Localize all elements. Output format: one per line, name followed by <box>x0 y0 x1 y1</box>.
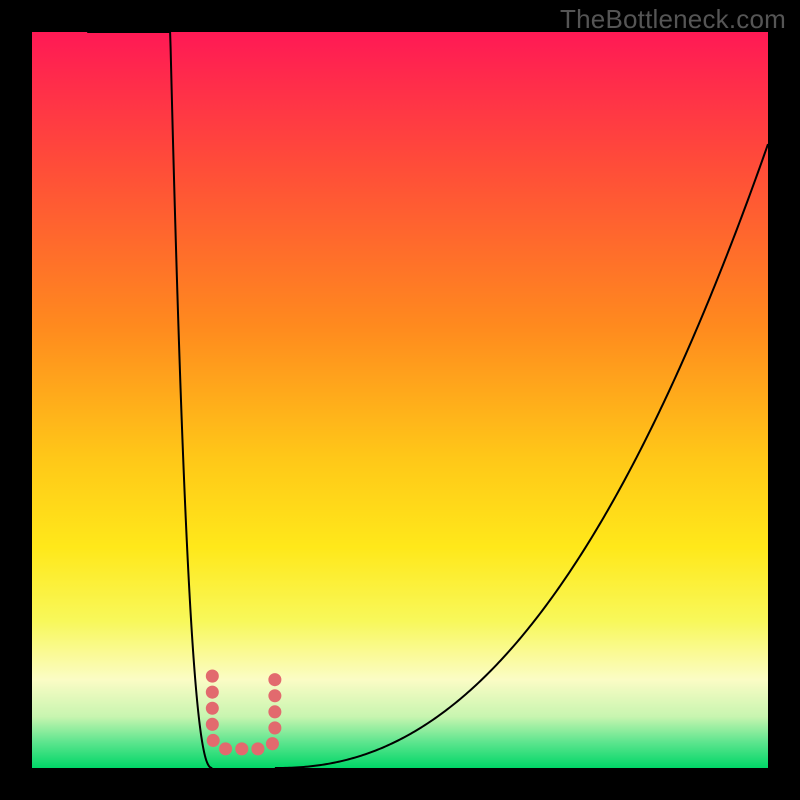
watermark-text: TheBottleneck.com <box>560 4 786 35</box>
chart-frame <box>32 32 768 768</box>
stage: TheBottleneck.com <box>0 0 800 800</box>
bottleneck-curve-chart <box>32 32 768 768</box>
